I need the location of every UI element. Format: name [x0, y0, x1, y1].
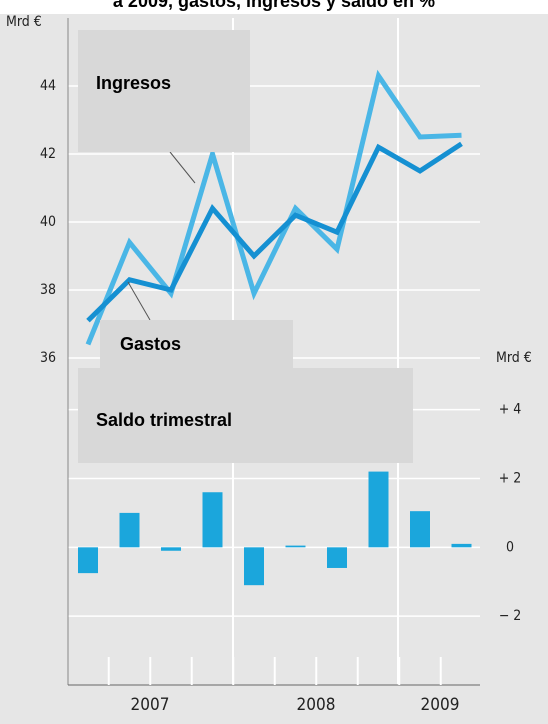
title-bg — [0, 0, 548, 14]
y-axis-label: Mrd € — [496, 350, 532, 366]
bar — [410, 511, 430, 548]
bar — [244, 547, 264, 586]
bar — [119, 512, 140, 548]
label-box — [78, 30, 250, 152]
bar — [285, 545, 306, 548]
x-year-label: 2009 — [421, 695, 460, 715]
y-tick-label: 42 — [40, 146, 56, 162]
series-label: Ingresos — [96, 73, 171, 93]
leader-line — [127, 281, 151, 321]
y-tick-label: + 2 — [499, 470, 522, 486]
bar — [161, 547, 181, 551]
x-year-label: 2008 — [297, 695, 336, 715]
bar — [368, 471, 389, 548]
bar — [202, 492, 223, 548]
y-tick-label: 40 — [40, 214, 56, 230]
y-axis-label: Mrd € — [6, 14, 42, 30]
bar — [78, 547, 98, 574]
x-year-label: 2007 — [131, 695, 170, 715]
label-box — [78, 368, 413, 463]
leader-line — [169, 151, 196, 184]
bar — [327, 547, 347, 568]
bar — [451, 543, 472, 548]
chart-title: a 2009, gastos, ingresos y saldo en % — [113, 0, 435, 11]
line-series — [85, 69, 462, 346]
y-tick-label: 36 — [40, 350, 56, 366]
series-label: Gastos — [120, 334, 181, 354]
label-box — [100, 320, 293, 368]
y-tick-label: 0 — [506, 539, 514, 555]
y-tick-label: + 4 — [499, 402, 522, 418]
y-tick-label: − 2 — [499, 608, 522, 624]
line-series — [86, 141, 463, 323]
y-tick-label: 38 — [40, 282, 56, 298]
y-tick-label: 44 — [40, 78, 56, 94]
series-label: Saldo trimestral — [96, 410, 232, 430]
